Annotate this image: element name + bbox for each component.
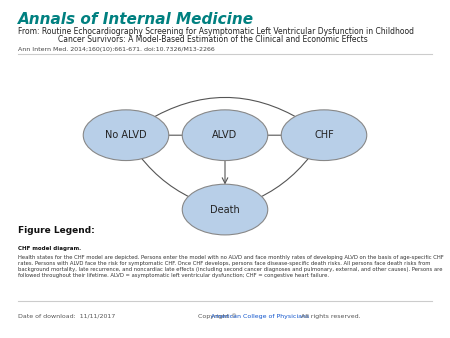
Ellipse shape [182,110,268,161]
Text: No ALVD: No ALVD [105,130,147,140]
Text: CHF: CHF [314,130,334,140]
Ellipse shape [83,110,169,161]
Text: Date of download:  11/11/2017: Date of download: 11/11/2017 [18,314,115,319]
Text: Cancer Survivors: A Model-Based Estimation of the Clinical and Economic Effects: Cancer Survivors: A Model-Based Estimati… [58,35,368,44]
Text: ALVD: ALVD [212,130,238,140]
Text: American College of Physicians: American College of Physicians [211,314,309,319]
Text: Ann Intern Med. 2014;160(10):661-671. doi:10.7326/M13-2266: Ann Intern Med. 2014;160(10):661-671. do… [18,47,215,52]
Text: CHF model diagram.: CHF model diagram. [18,246,81,251]
Text: From: Routine Echocardiography Screening for Asymptomatic Left Ventricular Dysfu: From: Routine Echocardiography Screening… [18,27,414,36]
Text: Annals of Internal Medicine: Annals of Internal Medicine [18,12,254,27]
Text: Death: Death [210,204,240,215]
Text: Figure Legend:: Figure Legend: [18,226,95,236]
Text: Health states for the CHF model are depicted. Persons enter the model with no AL: Health states for the CHF model are depi… [18,255,444,277]
Text: Copyright ©: Copyright © [198,314,239,319]
Text: All rights reserved.: All rights reserved. [297,314,360,319]
Ellipse shape [281,110,367,161]
Ellipse shape [182,184,268,235]
